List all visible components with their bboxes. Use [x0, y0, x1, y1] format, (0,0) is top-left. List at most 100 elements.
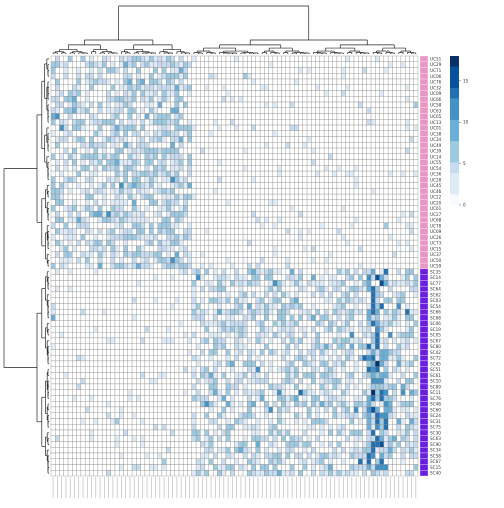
heatmap-cell	[247, 160, 251, 166]
heatmap-cell	[175, 165, 179, 171]
heatmap-cell	[128, 240, 132, 246]
heatmap-cell	[243, 73, 247, 79]
heatmap-cell	[209, 194, 213, 200]
heatmap-cell	[222, 234, 226, 240]
heatmap-cell	[324, 119, 328, 125]
heatmap-cell	[132, 154, 136, 160]
heatmap-cell	[136, 332, 140, 338]
heatmap-cell	[170, 96, 174, 102]
heatmap-cell	[98, 309, 102, 315]
heatmap-cell	[77, 91, 81, 97]
heatmap-cell	[230, 91, 234, 97]
heatmap-cell	[170, 177, 174, 183]
heatmap-cell	[367, 349, 371, 355]
heatmap-cell	[115, 200, 119, 206]
heatmap-cell	[371, 188, 375, 194]
heatmap-cell	[341, 217, 345, 223]
heatmap-cell	[286, 280, 290, 286]
heatmap-cell	[55, 85, 59, 91]
heatmap-cell	[333, 229, 337, 235]
heatmap-cell	[192, 263, 196, 269]
heatmap-cell	[299, 309, 303, 315]
heatmap-cell	[239, 206, 243, 212]
heatmap-cell	[303, 338, 307, 344]
heatmap-cell	[179, 223, 183, 229]
heatmap-cell	[222, 217, 226, 223]
heatmap-cell	[273, 160, 277, 166]
heatmap-cell	[358, 188, 362, 194]
heatmap-cell	[307, 252, 311, 258]
heatmap-cell	[281, 211, 285, 217]
heatmap-cell	[384, 125, 388, 131]
heatmap-cell	[367, 194, 371, 200]
heatmap-cell	[281, 240, 285, 246]
heatmap-cell	[170, 73, 174, 79]
heatmap-cell	[200, 263, 204, 269]
heatmap-cell	[371, 183, 375, 189]
heatmap-cell	[51, 211, 55, 217]
heatmap-cell	[367, 303, 371, 309]
heatmap-cell	[392, 349, 396, 355]
heatmap-cell	[200, 229, 204, 235]
heatmap-cell	[162, 338, 166, 344]
heatmap-cell	[354, 200, 358, 206]
heatmap-cell	[264, 56, 268, 62]
heatmap-cell	[311, 108, 315, 114]
heatmap-cell	[217, 223, 221, 229]
heatmap-cell	[243, 85, 247, 91]
heatmap-cell	[294, 286, 298, 292]
heatmap-cell	[222, 91, 226, 97]
heatmap-cell	[320, 200, 324, 206]
heatmap-cell	[273, 338, 277, 344]
heatmap-cell	[328, 188, 332, 194]
heatmap-cell	[158, 240, 162, 246]
heatmap-cell	[354, 119, 358, 125]
heatmap-cell	[115, 257, 119, 263]
heatmap-cell	[341, 102, 345, 108]
heatmap-cell	[98, 142, 102, 148]
heatmap-cell	[316, 326, 320, 332]
heatmap-cell	[124, 257, 128, 263]
heatmap-cell	[328, 257, 332, 263]
heatmap-cell	[111, 246, 115, 252]
heatmap-cell	[405, 344, 409, 350]
heatmap-cell	[260, 240, 264, 246]
heatmap-cell	[183, 114, 187, 120]
heatmap-cell	[162, 62, 166, 68]
heatmap-cell	[166, 79, 170, 85]
heatmap-cell	[188, 154, 192, 160]
heatmap-cell	[94, 338, 98, 344]
heatmap-cell	[85, 298, 89, 304]
heatmap-cell	[367, 332, 371, 338]
heatmap-cell	[345, 108, 349, 114]
heatmap-cell	[264, 269, 268, 275]
heatmap-cell	[222, 332, 226, 338]
heatmap-cell	[179, 108, 183, 114]
heatmap-cell	[226, 275, 230, 281]
heatmap-cell	[375, 338, 379, 344]
heatmap-cell	[307, 56, 311, 62]
heatmap-cell	[252, 56, 256, 62]
heatmap-cell	[77, 355, 81, 361]
heatmap-cell	[273, 73, 277, 79]
heatmap-cell	[115, 269, 119, 275]
heatmap-cell	[136, 338, 140, 344]
heatmap-cell	[64, 338, 68, 344]
heatmap-cell	[281, 229, 285, 235]
heatmap-cell	[264, 211, 268, 217]
heatmap-cell	[115, 194, 119, 200]
heatmap-cell	[350, 56, 354, 62]
heatmap-cell	[119, 240, 123, 246]
heatmap-cell	[102, 131, 106, 137]
heatmap-cell	[209, 280, 213, 286]
heatmap-cell	[183, 108, 187, 114]
heatmap-cell	[311, 200, 315, 206]
heatmap-cell	[384, 160, 388, 166]
heatmap-cell	[196, 292, 200, 298]
heatmap-cell	[128, 229, 132, 235]
heatmap-cell	[106, 137, 110, 143]
heatmap-cell	[68, 194, 72, 200]
heatmap-cell	[158, 194, 162, 200]
heatmap-cell	[188, 125, 192, 131]
heatmap-cell	[303, 240, 307, 246]
